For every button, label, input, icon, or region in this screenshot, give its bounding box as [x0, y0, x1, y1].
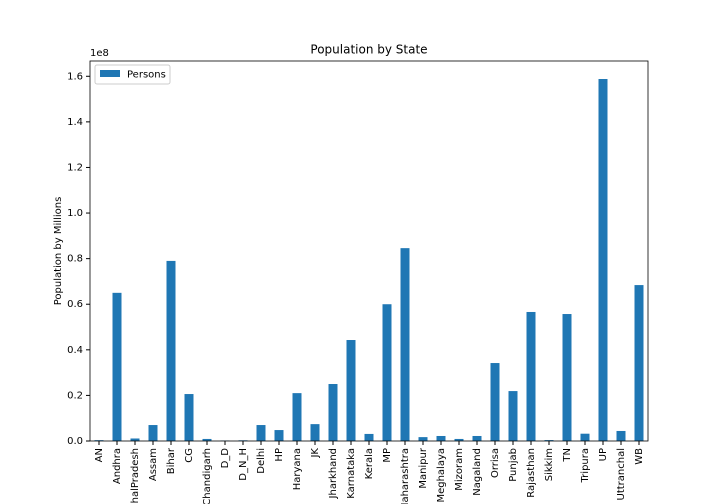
x-tick-label: D_N_H: [238, 448, 249, 481]
x-tick-label: Assam: [148, 448, 159, 481]
bar: [544, 440, 554, 441]
x-tick-label: Tripura: [580, 448, 591, 483]
y-tick-label: 0.6: [67, 299, 83, 310]
x-tick-label: ArunachalPradesh: [130, 448, 141, 504]
y-tick-label: 0.4: [67, 345, 83, 356]
x-tick-label: Uttranchal: [616, 448, 627, 500]
bar: [382, 304, 392, 441]
bar: [580, 433, 590, 441]
bar: [526, 311, 536, 441]
bar: [148, 425, 158, 441]
bar: [490, 363, 500, 441]
bar: [94, 440, 104, 441]
legend-box: [94, 64, 171, 85]
bar: [274, 430, 284, 441]
bar: [166, 260, 176, 441]
bar: [202, 438, 212, 441]
y-axis-label: Population by Millions: [53, 197, 64, 306]
bar: [400, 248, 410, 441]
x-tick-label: Andhra: [112, 448, 123, 484]
x-tick-label: MP: [382, 448, 393, 463]
x-tick-label: Kerala: [364, 448, 375, 479]
bar: [562, 314, 572, 441]
x-tick-label: Punjab: [508, 448, 519, 482]
x-tick-label: Haryana: [292, 448, 303, 490]
x-tick-label: UP: [598, 448, 609, 461]
x-tick-label: Karnataka: [346, 448, 357, 499]
bar: [364, 433, 374, 441]
x-tick-label: JK: [310, 448, 321, 459]
x-tick-label: CG: [184, 448, 195, 463]
x-tick-label: Chandigarh: [202, 448, 213, 504]
legend-label: Persons: [127, 70, 166, 81]
x-tick-label: Maharashtra: [400, 448, 411, 504]
bar: [418, 437, 428, 441]
bar: [184, 394, 194, 441]
x-tick-label: HP: [274, 448, 285, 462]
x-tick-label: Manipur: [418, 447, 429, 489]
y-tick-label: 1.0: [67, 208, 83, 219]
x-tick-label: TN: [562, 448, 573, 463]
x-tick-label: Sikkim: [544, 448, 555, 481]
x-tick-label: AN: [94, 448, 105, 462]
bar: [256, 425, 266, 441]
y-tick-label: 0.8: [67, 254, 83, 265]
bar: [346, 340, 356, 441]
bar: [634, 285, 644, 441]
x-tick-label: D_D: [220, 448, 231, 469]
bar: [328, 384, 338, 441]
bar: [616, 430, 626, 441]
legend-swatch: [100, 70, 120, 77]
bar: [472, 435, 482, 441]
x-tick-label: Rajasthan: [526, 448, 537, 498]
y-offset-label: 1e8: [90, 48, 109, 59]
x-tick-label: Bihar: [166, 447, 177, 474]
x-tick-label: Mizoram: [454, 448, 465, 491]
bar: [436, 435, 446, 441]
x-tick-label: Nagaland: [472, 448, 483, 496]
y-tick-label: 0.0: [67, 436, 83, 447]
bar: [454, 438, 464, 441]
bar: [112, 292, 122, 441]
x-tick-label: Jharkhand: [328, 448, 339, 499]
plot-frame: [89, 60, 649, 442]
bar: [130, 438, 140, 441]
y-tick-label: 0.2: [67, 390, 83, 401]
x-tick-label: Meghalaya: [436, 448, 447, 503]
bar: [508, 391, 518, 441]
bar: [292, 393, 302, 441]
x-tick-label: Delhi: [256, 448, 267, 474]
y-tick-label: 1.4: [67, 117, 83, 128]
y-tick-label: 1.2: [67, 162, 83, 173]
bar: [310, 424, 320, 441]
y-tick-label: 1.6: [67, 71, 83, 82]
bar: [598, 79, 608, 442]
x-tick-label: Orrisa: [490, 448, 501, 478]
x-tick-label: WB: [634, 448, 645, 465]
chart-title: Population by State: [310, 43, 427, 57]
